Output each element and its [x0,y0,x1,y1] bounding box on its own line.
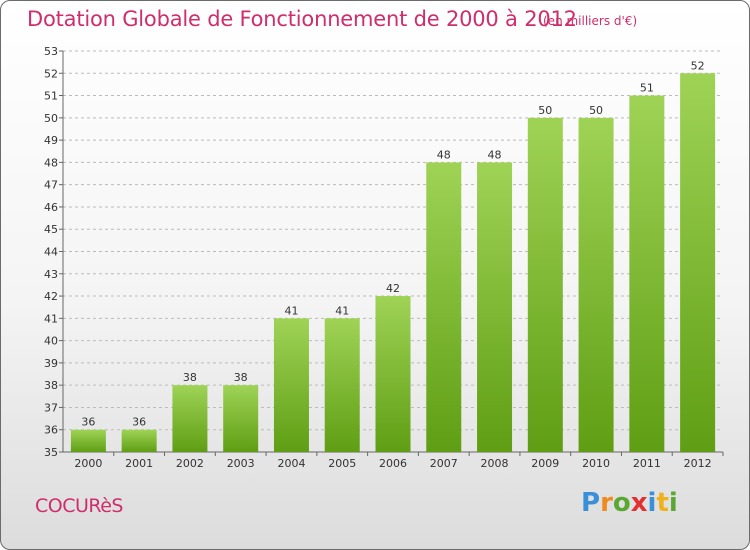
chart-title: Dotation Globale de Fonctionnement de 20… [27,7,577,31]
bar [273,318,309,452]
x-tick-label: 2006 [379,457,407,470]
x-tick-label: 2012 [684,457,712,470]
x-tick-label: 2002 [176,457,204,470]
y-tick-label: 49 [44,134,58,147]
bar [172,385,208,452]
brand-letter: i [647,488,657,518]
axes: 35 36 37 38 39 40 41 42 43 44 45 46 47 48 49 50 51 52 53 20… [44,45,724,470]
bar [121,429,157,452]
data-label: 41 [284,304,298,317]
brand-letter: x [630,488,648,518]
bars [70,73,716,453]
brand-letter: r [600,488,613,518]
x-tick-label: 2001 [125,457,153,470]
y-tick-label: 44 [44,246,58,259]
y-tick-label: 38 [44,379,58,392]
y-tick-label: 46 [44,201,58,214]
y-tick-label: 50 [44,112,58,125]
bar [527,117,563,452]
y-tick-label: 39 [44,357,58,370]
x-tick-label: 2005 [328,457,356,470]
brand-letter: P [581,488,601,518]
bar [324,318,360,452]
data-label: 48 [437,148,451,161]
y-tick-label: 35 [44,446,58,459]
x-tick-label: 2007 [430,457,458,470]
data-label: 51 [640,82,654,95]
bar [680,73,716,453]
y-tick-label: 42 [44,290,58,303]
y-tick-label: 53 [44,45,58,58]
bar [223,385,259,452]
x-tick-label: 2003 [227,457,255,470]
bar [426,162,462,452]
y-tick-label: 36 [44,424,58,437]
data-label: 41 [335,304,349,317]
x-tick-label: 2010 [582,457,610,470]
data-label: 38 [234,371,248,384]
bar [70,429,106,452]
x-tick-label: 2000 [74,457,102,470]
data-label: 52 [691,59,705,72]
data-label: 50 [538,104,552,117]
data-label: 36 [132,416,146,429]
bar [629,95,665,453]
data-label: 38 [183,371,197,384]
y-tick-label: 43 [44,268,58,281]
bar [375,296,411,452]
y-tick-label: 37 [44,401,58,414]
y-tick-label: 52 [44,67,58,80]
y-tick-label: 51 [44,90,58,103]
data-label: 36 [81,416,95,429]
bar [477,162,513,452]
proxiti-logo: Proxiti [581,488,678,518]
commune-name: COCURèS [35,495,124,517]
data-label: 42 [386,282,400,295]
brand-letter: i [668,488,678,518]
brand-letter: t [656,488,669,518]
data-label: 50 [589,104,603,117]
x-tick-label: 2008 [481,457,509,470]
brand-letter: o [612,488,631,518]
unit-note: (en milliers d'€) [543,14,638,28]
data-label: 48 [488,148,502,161]
x-tick-label: 2004 [277,457,305,470]
bar [578,117,614,452]
y-tick-label: 41 [44,312,58,325]
y-tick-label: 45 [44,223,58,236]
y-tick-label: 40 [44,335,58,348]
data-labels: 36 36 38 38 41 41 42 48 48 50 50 51 52 [81,59,704,428]
x-tick-label: 2011 [633,457,661,470]
x-tick-label: 2009 [531,457,559,470]
y-tick-label: 47 [44,179,58,192]
y-tick-label: 48 [44,156,58,169]
